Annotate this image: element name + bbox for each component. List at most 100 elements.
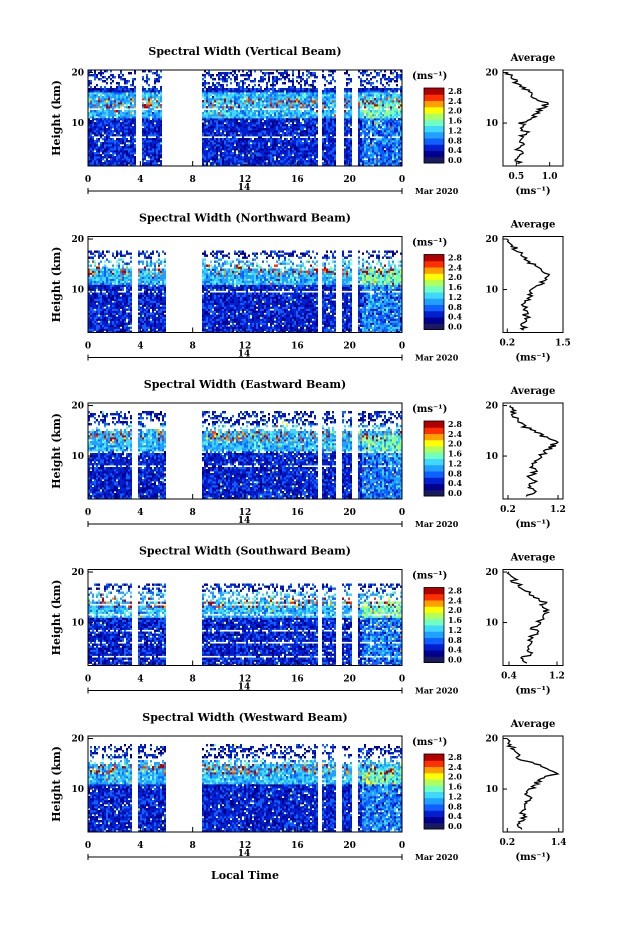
- heatmap-cell: [234, 128, 236, 131]
- heatmap-cell: [118, 114, 120, 117]
- heatmap-cell: [386, 138, 388, 141]
- heatmap-cell: [310, 146, 312, 149]
- heatmap-cell: [378, 148, 380, 151]
- heatmap-cell: [122, 118, 124, 121]
- heatmap-cell: [252, 142, 254, 145]
- heatmap-cell: [372, 126, 374, 129]
- heatmap-cell: [258, 108, 260, 111]
- heatmap-cell: [272, 154, 274, 157]
- heatmap-cell: [398, 126, 400, 129]
- heatmap-cell: [398, 128, 400, 131]
- heatmap-cell: [248, 144, 250, 147]
- heatmap-cell: [290, 158, 292, 161]
- heatmap-cell: [280, 106, 282, 109]
- heatmap-cell: [378, 158, 380, 161]
- heatmap-cell: [218, 108, 220, 111]
- heatmap-cell: [212, 136, 214, 139]
- heatmap-cell: [312, 108, 314, 111]
- heatmap-cell: [124, 110, 126, 113]
- heatmap-cell: [396, 142, 398, 145]
- heatmap-cell: [202, 162, 204, 165]
- heatmap-cell: [250, 138, 252, 141]
- heatmap-cell: [308, 114, 310, 117]
- heatmap-cell: [206, 106, 208, 109]
- heatmap-cell: [116, 156, 118, 159]
- heatmap-cell: [244, 144, 246, 147]
- heatmap-cell: [278, 116, 280, 119]
- heatmap-cell: [128, 130, 130, 133]
- heatmap-cell: [88, 116, 90, 119]
- heatmap-cell: [314, 148, 316, 151]
- heatmap-cell: [288, 144, 290, 147]
- heatmap-cell: [304, 118, 306, 121]
- heatmap-cell: [366, 122, 368, 125]
- heatmap-cell: [220, 152, 222, 155]
- heatmap-cell: [90, 114, 92, 117]
- heatmap-cell: [266, 156, 268, 159]
- heatmap-cell: [314, 164, 316, 167]
- heatmap-cell: [374, 144, 376, 147]
- heatmap-cell: [220, 126, 222, 129]
- heatmap-cell: [398, 152, 400, 155]
- heatmap-cell: [276, 126, 278, 129]
- heatmap-cell: [368, 156, 370, 159]
- heatmap-cell: [104, 164, 106, 167]
- heatmap-cell: [328, 144, 330, 147]
- heatmap-cell: [294, 130, 296, 133]
- heatmap-cell: [152, 138, 154, 141]
- heatmap-cell: [204, 114, 206, 117]
- heatmap-cell: [252, 162, 254, 165]
- heatmap-cell: [392, 144, 394, 147]
- heatmap-cell: [286, 138, 288, 141]
- heatmap-cell: [384, 162, 386, 165]
- heatmap-cell: [118, 150, 120, 153]
- heatmap-cell: [128, 152, 130, 155]
- heatmap-cell: [332, 110, 334, 113]
- heatmap-cell: [350, 150, 352, 153]
- heatmap-cell: [256, 156, 258, 159]
- heatmap-cell: [298, 124, 300, 127]
- heatmap-cell: [98, 120, 100, 123]
- heatmap-cell: [278, 110, 280, 113]
- heatmap-cell: [350, 116, 352, 119]
- heatmap-cell: [348, 124, 350, 127]
- heatmap-cell: [208, 112, 210, 115]
- heatmap-cell: [246, 150, 248, 153]
- heatmap-cell: [102, 148, 104, 151]
- heatmap-cell: [88, 106, 90, 109]
- heatmap-cell: [266, 130, 268, 133]
- heatmap-cell: [130, 140, 132, 143]
- heatmap-cell: [104, 116, 106, 119]
- heatmap-cell: [218, 88, 220, 91]
- heatmap-cell: [108, 128, 110, 131]
- heatmap-cell: [150, 114, 152, 117]
- heatmap-cell: [106, 136, 108, 139]
- heatmap-cell: [358, 144, 360, 147]
- heatmap-cell: [362, 84, 364, 87]
- heatmap-cell: [362, 138, 364, 141]
- heatmap-cell: [158, 74, 160, 77]
- heatmap-cell: [216, 144, 218, 147]
- heatmap-cell: [300, 76, 302, 79]
- heatmap-cell: [298, 146, 300, 149]
- heatmap-cell: [144, 124, 146, 127]
- heatmap-cell: [312, 80, 314, 83]
- heatmap-cell: [94, 134, 96, 137]
- heatmap-cell: [394, 118, 396, 121]
- heatmap-cell: [306, 126, 308, 129]
- heatmap-cell: [270, 120, 272, 123]
- heatmap-cell: [334, 128, 336, 131]
- heatmap-cell: [396, 84, 398, 87]
- heatmap-cell: [94, 104, 96, 107]
- heatmap-cell: [232, 116, 234, 119]
- heatmap-cell: [344, 110, 346, 113]
- heatmap-cell: [374, 98, 376, 101]
- heatmap-cell: [264, 140, 266, 143]
- heatmap-cell: [108, 140, 110, 143]
- heatmap-cell: [314, 126, 316, 129]
- heatmap-cell: [124, 106, 126, 109]
- heatmap-cell: [296, 116, 298, 119]
- heatmap-cell: [252, 114, 254, 117]
- heatmap-cell: [390, 78, 392, 81]
- heatmap-cell: [368, 160, 370, 163]
